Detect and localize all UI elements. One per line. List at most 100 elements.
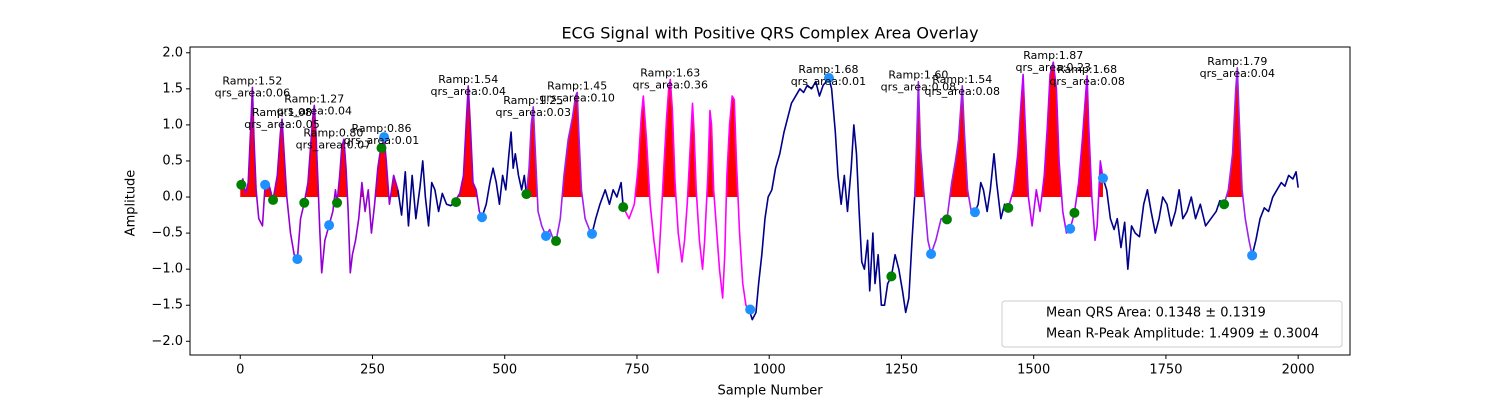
y-tick-label: 1.5 xyxy=(162,81,183,96)
peak-annotation: Ramp:1.68 xyxy=(798,63,858,76)
ecg-line xyxy=(622,78,750,311)
peak-marker xyxy=(745,304,756,315)
peak-annotation: qrs_area:0.04 xyxy=(430,85,505,98)
y-tick-label: −2.0 xyxy=(151,334,183,349)
ecg-line xyxy=(1102,178,1225,270)
peak-marker xyxy=(1003,202,1014,213)
peak-annotation: Ramp:1.45 xyxy=(547,79,607,92)
peak-annotation: Ramp:1.68 xyxy=(1057,63,1117,76)
peak-annotation: Ramp:1.52 xyxy=(222,74,282,87)
y-tick-label: −1.0 xyxy=(151,262,183,277)
ecg-line xyxy=(453,85,483,218)
peak-marker xyxy=(451,197,462,208)
ecg-line xyxy=(239,86,399,274)
peak-marker xyxy=(941,214,952,225)
x-tick-label: 1000 xyxy=(753,363,786,378)
y-tick-label: 2.0 xyxy=(162,45,183,60)
legend-entry: Mean QRS Area: 0.1348 ± 0.1319 xyxy=(1046,306,1266,321)
peak-marker xyxy=(618,202,629,213)
peak-annotation: Ramp:1.79 xyxy=(1207,55,1267,68)
x-tick-label: 2000 xyxy=(1282,363,1315,378)
peak-annotation: qrs_area:0.05 xyxy=(244,118,319,131)
ecg-line xyxy=(525,91,593,242)
y-tick-label: −1.5 xyxy=(151,298,183,313)
legend-entry: Mean R-Peak Amplitude: 1.4909 ± 0.3004 xyxy=(1046,327,1319,342)
peak-marker xyxy=(299,197,310,208)
qrs-area xyxy=(914,81,969,198)
line-layer xyxy=(239,61,1299,321)
annotation-layer: Ramp:1.52qrs_area:0.06Ramp:1.08qrs_area:… xyxy=(215,49,1275,151)
chart-title: ECG Signal with Positive QRS Complex Are… xyxy=(561,24,978,43)
peak-marker xyxy=(1065,223,1076,234)
peak-annotation: qrs_area:0.06 xyxy=(215,86,290,99)
peak-marker xyxy=(376,142,387,153)
ecg-line xyxy=(974,152,1009,220)
peak-annotation: qrs_area:0.08 xyxy=(1049,75,1124,88)
peak-marker xyxy=(587,228,598,239)
peak-marker xyxy=(1247,250,1258,261)
peak-annotation: Ramp:1.87 xyxy=(1023,49,1083,62)
x-tick-label: 250 xyxy=(360,363,385,378)
peak-marker xyxy=(521,189,532,200)
peak-annotation: qrs_area:0.04 xyxy=(1200,67,1275,80)
peak-marker xyxy=(332,197,343,208)
peak-annotation: qrs_area:0.10 xyxy=(539,91,614,104)
peak-marker xyxy=(1069,207,1080,218)
peak-annotation: qrs_area:0.08 xyxy=(925,85,1000,98)
ecg-line xyxy=(397,160,456,227)
qrs-area xyxy=(1226,67,1243,198)
peak-annotation: qrs_area:0.07 xyxy=(296,138,371,151)
qrs-area xyxy=(240,87,398,198)
peak-marker xyxy=(324,220,335,231)
peak-marker xyxy=(969,207,980,218)
y-tick-label: 0.0 xyxy=(162,190,183,205)
peak-annotation: Ramp:0.86 xyxy=(351,122,411,135)
x-tick-label: 1250 xyxy=(885,363,918,378)
peak-annotation: qrs_area:0.01 xyxy=(344,134,419,147)
peak-annotation: Ramp:1.27 xyxy=(284,92,344,105)
ecg-line xyxy=(913,80,976,255)
y-tick-label: −0.5 xyxy=(151,226,183,241)
peak-annotation: Ramp:1.60 xyxy=(888,69,948,82)
y-tick-label: 0.5 xyxy=(162,153,183,168)
peak-marker xyxy=(236,179,247,190)
x-tick-label: 1500 xyxy=(1017,363,1050,378)
peak-marker xyxy=(1219,199,1230,210)
peak-annotation: qrs_area:0.36 xyxy=(633,78,708,91)
peak-annotation: Ramp:1.25 xyxy=(503,94,563,107)
peak-marker xyxy=(379,132,390,143)
legend-box xyxy=(1001,300,1343,348)
axis-layer: 0 250 500 750 1000 1250 1500 1750 2000 −2.0 −1.5 −1… xyxy=(151,45,1351,378)
ecg-line xyxy=(591,181,625,235)
peak-annotation: qrs_area:0.01 xyxy=(791,75,866,88)
peak-annotation: qrs_area:0.04 xyxy=(277,104,352,117)
peak-annotation: Ramp:0.80 xyxy=(303,126,363,139)
peak-annotation: Ramp:1.08 xyxy=(252,106,312,119)
y-axis-label: Amplitude xyxy=(124,170,139,237)
peak-annotation: qrs_area:0.23 xyxy=(1016,61,1091,74)
x-tick-label: 750 xyxy=(625,363,650,378)
peak-annotation: Ramp:1.63 xyxy=(640,66,700,79)
x-axis-label: Sample Number xyxy=(717,384,823,399)
peak-annotation: qrs_area:0.03 xyxy=(496,106,571,119)
x-tick-label: 1750 xyxy=(1149,363,1182,378)
x-tick-label: 500 xyxy=(492,363,517,378)
peak-annotation: Ramp:1.54 xyxy=(932,73,992,86)
peak-marker xyxy=(268,194,279,205)
ecg-line xyxy=(1251,170,1299,256)
peak-marker xyxy=(292,254,303,265)
peak-marker xyxy=(551,236,562,247)
peak-marker xyxy=(476,212,487,223)
ecg-line xyxy=(748,77,916,321)
qrs-area xyxy=(526,92,583,198)
peak-marker xyxy=(1097,173,1108,184)
peak-marker xyxy=(823,73,834,84)
peak-marker xyxy=(926,249,937,260)
ecg-line xyxy=(1223,67,1253,256)
peak-marker xyxy=(260,179,271,190)
plot-frame xyxy=(189,46,1351,356)
peak-marker xyxy=(540,230,551,241)
peak-marker xyxy=(886,271,897,282)
ecg-line xyxy=(1007,61,1104,242)
